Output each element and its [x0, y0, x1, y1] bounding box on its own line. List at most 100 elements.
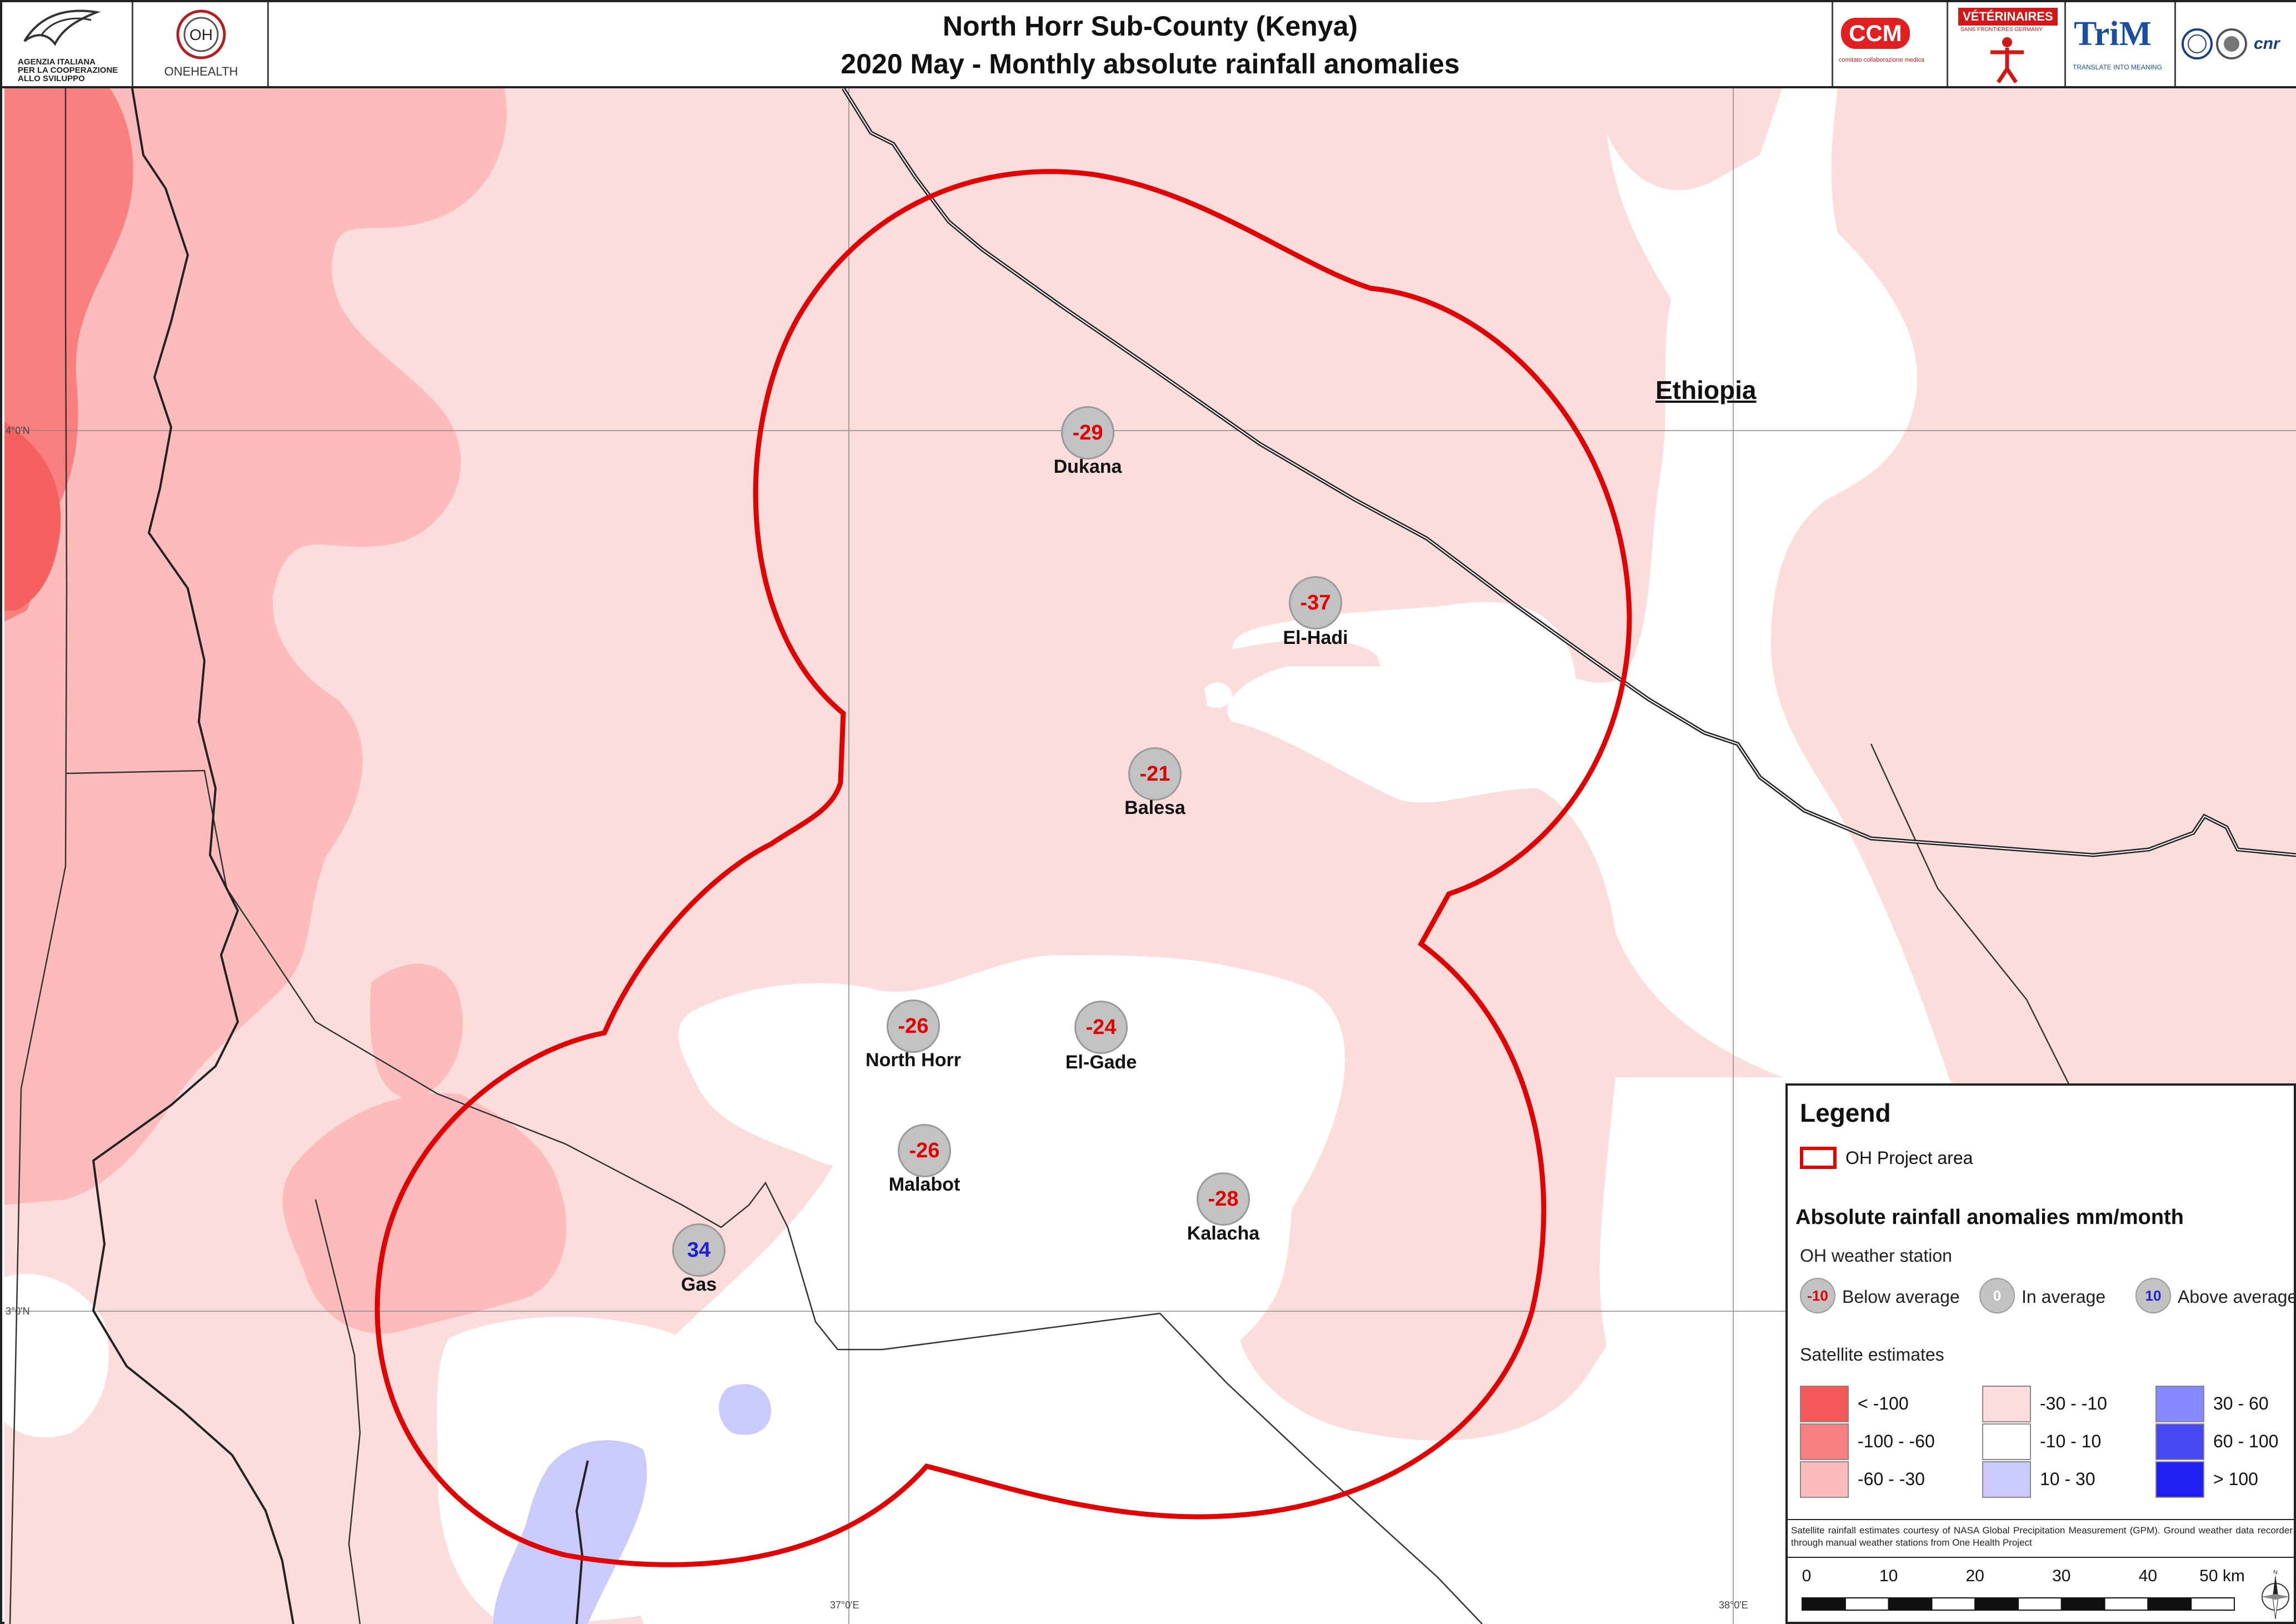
scale-bar-segment [2190, 1597, 2235, 1611]
header: AGENZIA ITALIANA PER LA COOPERAZIONE ALL… [2, 2, 2296, 88]
aics-logo-line3: ALLO SVILUPPO [18, 74, 85, 83]
legend-station-below-icon: -10 [1800, 1278, 1835, 1313]
legend-divider [1788, 1519, 2294, 1520]
legend-class-label: > 100 [2213, 1469, 2258, 1489]
station-label-el-gade: El-Gade [1065, 1052, 1137, 1073]
vsf-logo-text: VÉTÉRINAIRES [1958, 8, 2058, 26]
legend-project-area-swatch [1800, 1147, 1837, 1169]
scale-bar-tick-label: 30 [2052, 1567, 2071, 1585]
scale-bar-segment [2018, 1597, 2062, 1611]
trim-logo-text: TriM [2074, 15, 2152, 53]
vsf-logo-sub: SANS FRONTIÈRES GERMANY [1960, 27, 2043, 33]
scale-bar-tick-label: 50 km [2199, 1567, 2245, 1585]
admin-boundary [314, 1199, 361, 1624]
anomaly-zone [282, 1093, 567, 1334]
legend-credit-text: Satellite rainfall estimates courtesy of… [1791, 1525, 2293, 1548]
coord-label-bottom: 37°0'E [830, 1600, 859, 1611]
station-marker-kalacha[interactable]: -28 [1197, 1172, 1250, 1226]
legend-satellite-heading: Satellite estimates [1800, 1345, 1944, 1365]
anomaly-zone [1449, 1077, 1782, 1624]
partner-seals: cnr [2176, 2, 2296, 86]
legend-swatch [1800, 1461, 1849, 1498]
legend-class-label: < -100 [1858, 1393, 1909, 1413]
anomaly-zone [1232, 602, 1576, 761]
station-label-balesa: Balesa [1124, 797, 1185, 818]
admin-boundary [65, 769, 1483, 1624]
ccm-logo-sub: comitato collaborazione medica [1839, 57, 1925, 63]
legend-swatch [2155, 1461, 2204, 1498]
anomaly-zone [4, 88, 507, 1205]
station-marker-el-hadi[interactable]: -37 [1289, 576, 1342, 629]
map-title: North Horr Sub-County (Kenya) [942, 11, 1358, 42]
legend-station-above-icon: 10 [2135, 1278, 2171, 1313]
legend-anomaly-heading: Absolute rainfall anomalies mm/month [1795, 1206, 2184, 1229]
legend-station-below-label: Below average [1842, 1287, 1960, 1307]
international-border [575, 1460, 589, 1624]
vsf-logo: VÉTÉRINAIRES SANS FRONTIÈRES GERMANY [1948, 2, 2066, 86]
aics-logo-line2: PER LA COOPERAZIONE [18, 66, 118, 75]
station-label-kalacha: Kalacha [1187, 1223, 1260, 1244]
station-marker-malabot[interactable]: -26 [898, 1124, 951, 1177]
ccm-logo-text: CCM [1841, 18, 1910, 49]
legend-title: Legend [1800, 1098, 1891, 1127]
station-marker-el-gade[interactable]: -24 [1074, 1001, 1128, 1054]
legend-swatch [1800, 1423, 1849, 1460]
seal-icon [2216, 28, 2247, 59]
scale-bar-segment [2147, 1597, 2192, 1611]
scale-bar: 0 10 20 30 40 50 km [1795, 1567, 2257, 1620]
scale-bar-tick-label: 40 [2138, 1567, 2158, 1585]
legend-swatch [1982, 1423, 2031, 1460]
legend-class-label: -30 - -10 [2040, 1393, 2107, 1413]
scale-bar-segment [2104, 1597, 2149, 1611]
station-marker-balesa[interactable]: -21 [1128, 747, 1182, 801]
svg-text:N: N [2273, 1570, 2277, 1576]
scale-bar-segment [1844, 1597, 1889, 1611]
station-marker-dukana[interactable]: -29 [1061, 406, 1114, 459]
legend-swatch [2155, 1423, 2204, 1460]
scale-bar-segment [1931, 1597, 1976, 1611]
legend-swatch [1800, 1386, 1849, 1422]
oh-project-area [374, 169, 1632, 1567]
scale-bar-tick-label: 20 [1965, 1567, 1984, 1585]
legend-project-area-label: OH Project area [1845, 1148, 1973, 1168]
anomaly-zone [678, 955, 1336, 1369]
ccm-logo: CCM comitato collaborazione medica [1832, 2, 1948, 86]
anomaly-zone [493, 1440, 647, 1624]
scale-bar-tick-label: 10 [1879, 1567, 1898, 1585]
anomaly-zone [4, 422, 61, 611]
legend-class-label: 10 - 30 [2040, 1469, 2095, 1489]
station-marker-north-horr[interactable]: -26 [887, 1000, 940, 1053]
seal-icon [2182, 28, 2213, 59]
legend: Legend OH Project area Absolute rainfall… [1785, 1083, 2296, 1624]
station-label-dukana: Dukana [1053, 456, 1122, 477]
trim-logo-sub: TRANSLATE INTO MEANING [2073, 63, 2162, 71]
legend-swatch [1982, 1386, 2031, 1422]
scale-bar-segment [1974, 1597, 2019, 1611]
coord-label-left: 3°0'N [6, 1306, 30, 1317]
admin-boundary [9, 88, 68, 1624]
trim-logo: TriM TRANSLATE INTO MEANING [2066, 2, 2176, 86]
station-marker-gas[interactable]: 34 [672, 1223, 726, 1277]
legend-station-average-icon: 0 [1979, 1278, 2015, 1313]
aics-logo-line1: AGENZIA ITALIANA [18, 57, 96, 67]
station-label-el-hadi: El-Hadi [1283, 627, 1348, 648]
scale-bar-segment [1802, 1597, 1846, 1611]
coord-label-bottom: 38°0'E [1719, 1600, 1748, 1611]
anomaly-zone [2143, 581, 2296, 1033]
scale-bar-segment [1888, 1597, 1933, 1611]
svg-text:OH: OH [189, 26, 213, 43]
scale-bar-tick-label: 0 [1802, 1567, 1812, 1585]
map-subtitle: 2020 May - Monthly absolute rainfall ano… [841, 48, 1460, 79]
coord-label-left: 4°0'N [6, 425, 30, 436]
legend-station-average-label: In average [2022, 1287, 2106, 1307]
anomaly-zone [4, 1273, 109, 1438]
legend-class-label: 30 - 60 [2213, 1393, 2269, 1413]
station-label-gas: Gas [681, 1274, 717, 1295]
vsf-figure-icon [1990, 37, 2024, 83]
international-border [92, 88, 294, 1624]
anomaly-zone [370, 963, 463, 1100]
legend-station-above-label: Above average [2178, 1287, 2296, 1307]
onehealth-logo: OH ONEHEALTH [133, 2, 269, 86]
legend-class-label: -10 - 10 [2040, 1431, 2102, 1451]
